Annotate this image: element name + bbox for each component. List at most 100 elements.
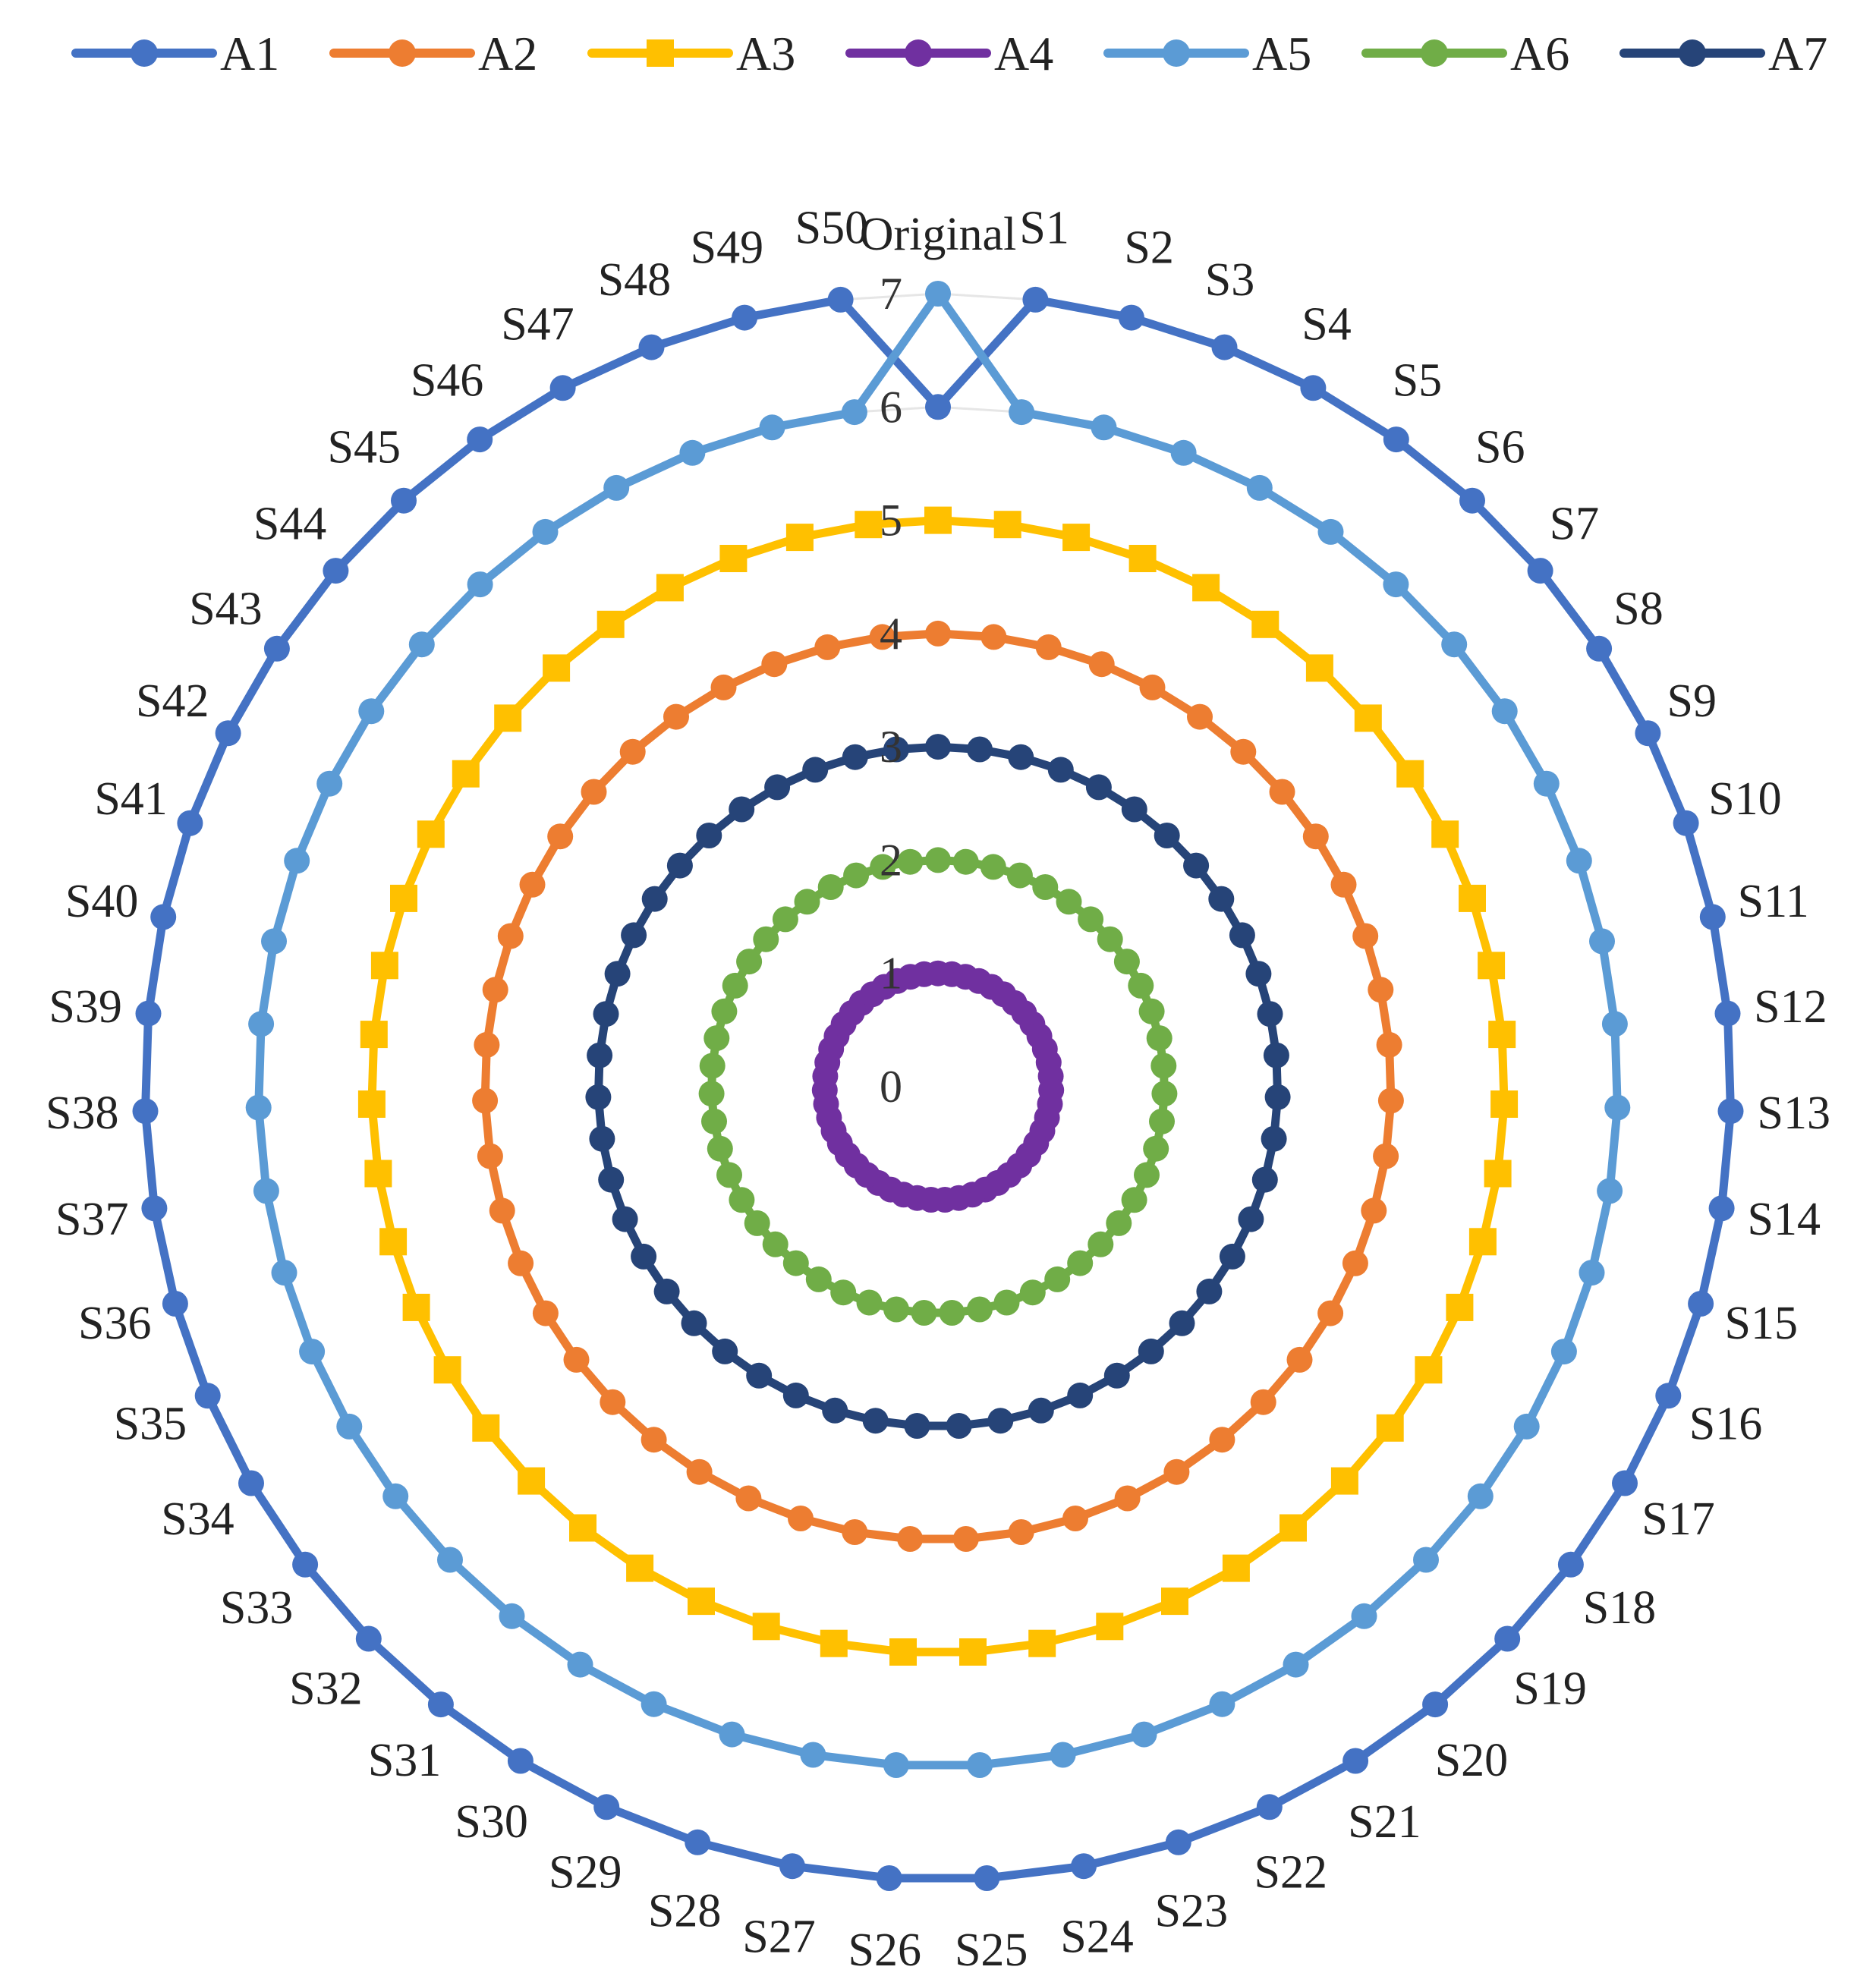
point-a5-s46 (532, 518, 559, 545)
tick-label-0: 0 (880, 1062, 902, 1112)
point-a7-s21 (1103, 1362, 1130, 1389)
point-a2-s1 (980, 624, 1007, 650)
point-a6-s28 (856, 1289, 883, 1316)
point-a1-s15 (1688, 1291, 1714, 1317)
point-a2-s47 (710, 674, 737, 700)
legend-item-a3: A3 (587, 27, 795, 80)
point-a7-s47 (764, 774, 791, 801)
tick-label-4: 4 (880, 609, 902, 659)
point-a5-s39 (248, 1011, 275, 1037)
point-a2-s10 (1352, 923, 1379, 949)
point-a2-s40 (482, 977, 508, 1003)
point-a6-s34 (729, 1187, 755, 1213)
legend-item-a1: A1 (71, 27, 279, 80)
series-line-a1 (141, 295, 1735, 1883)
point-a5-s19 (1413, 1547, 1439, 1573)
series-a7 (585, 734, 1291, 1439)
series-a2 (472, 620, 1404, 1552)
point-a3-s46 (596, 610, 625, 638)
point-a5-s10 (1566, 848, 1592, 874)
category-label-s12: S12 (1754, 981, 1827, 1033)
point-a2-s19 (1250, 1389, 1276, 1415)
category-label-s20: S20 (1435, 1735, 1508, 1786)
point-a3-s18 (1376, 1414, 1404, 1442)
point-a3-s31 (569, 1514, 596, 1542)
point-a3-s35 (402, 1293, 430, 1321)
point-a6-s17 (1121, 1187, 1147, 1213)
point-a6-s50 (897, 848, 924, 875)
point-a1-s6 (1459, 487, 1485, 514)
category-label-s22: S22 (1254, 1847, 1327, 1899)
point-a7-s12 (1263, 1042, 1289, 1068)
point-a1-s21 (1342, 1748, 1369, 1774)
series-a6 (698, 847, 1178, 1326)
point-a7-s30 (746, 1362, 773, 1389)
legend-marker-a1 (131, 39, 158, 67)
point-a1-s30 (507, 1748, 534, 1774)
category-label-s43: S43 (189, 583, 262, 634)
point-a5-s22 (1209, 1691, 1235, 1717)
category-label-s42: S42 (136, 675, 209, 727)
point-a7-s8 (1208, 886, 1235, 912)
category-label-s34: S34 (161, 1493, 234, 1545)
point-a1-s40 (150, 904, 177, 930)
point-a5-s21 (1283, 1651, 1309, 1678)
series-a1 (132, 286, 1744, 1891)
category-label-s37: S37 (55, 1194, 128, 1245)
point-a5-s38 (245, 1094, 272, 1121)
legend-label-a7: A7 (1768, 27, 1827, 80)
series-line-a2 (480, 629, 1396, 1543)
point-a2-s30 (686, 1459, 713, 1485)
category-label-s35: S35 (114, 1398, 187, 1449)
point-a6-s40 (704, 1025, 730, 1052)
point-a2-s23 (1062, 1506, 1088, 1531)
point-a3-s11 (1478, 952, 1506, 980)
category-label-s21: S21 (1348, 1796, 1421, 1848)
point-a1-s38 (132, 1098, 159, 1125)
point-a5-s20 (1351, 1603, 1377, 1629)
point-a6-s47 (817, 874, 844, 900)
category-label-s23: S23 (1155, 1885, 1228, 1937)
category-label-s4: S4 (1302, 299, 1351, 351)
point-a7-s48 (802, 757, 829, 783)
point-a2-s28 (788, 1506, 814, 1531)
point-a5-s1 (1009, 399, 1035, 426)
point-a7-s37 (589, 1125, 615, 1152)
category-label-s8: S8 (1613, 583, 1663, 634)
category-label-s17: S17 (1642, 1493, 1714, 1545)
series-line-a5 (254, 289, 1622, 1770)
point-a6-s13 (1151, 1081, 1178, 1107)
point-a6-s8 (1113, 949, 1140, 975)
category-label-s28: S28 (648, 1885, 721, 1937)
point-a5-s3 (1170, 439, 1197, 466)
series-line-a3 (367, 516, 1509, 1657)
point-a5-s9 (1533, 770, 1560, 797)
point-a1-s27 (779, 1853, 805, 1880)
point-a1-s39 (135, 1000, 162, 1027)
point-a1-s50 (827, 286, 854, 313)
point-a3-s34 (433, 1356, 461, 1384)
point-a1-s16 (1655, 1383, 1682, 1409)
point-a7-s19 (1169, 1310, 1195, 1336)
point-a3-s50 (855, 511, 883, 539)
point-a3-s3 (1128, 545, 1157, 572)
point-a6-s38 (698, 1081, 725, 1107)
category-label-s31: S31 (368, 1735, 441, 1786)
point-a7-s16 (1238, 1206, 1264, 1232)
legend-marker-a5 (1163, 39, 1190, 67)
point-a2-s49 (814, 634, 841, 660)
legend-label-a2: A2 (478, 27, 537, 80)
category-label-s19: S19 (1513, 1663, 1586, 1715)
point-a5-s2 (1091, 414, 1117, 441)
point-a7-s42 (621, 922, 647, 949)
category-label-s1: S1 (1019, 203, 1069, 254)
point-a7-s5 (1121, 796, 1147, 823)
point-a3-s43 (452, 760, 480, 788)
category-label-s38: S38 (46, 1087, 118, 1139)
point-a2-s37 (477, 1143, 503, 1169)
point-a3-s29 (688, 1588, 715, 1616)
point-a5-s42 (316, 770, 343, 797)
point-a2-s36 (489, 1197, 515, 1224)
point-a1-s29 (593, 1794, 620, 1820)
point-a3-s33 (472, 1414, 500, 1442)
